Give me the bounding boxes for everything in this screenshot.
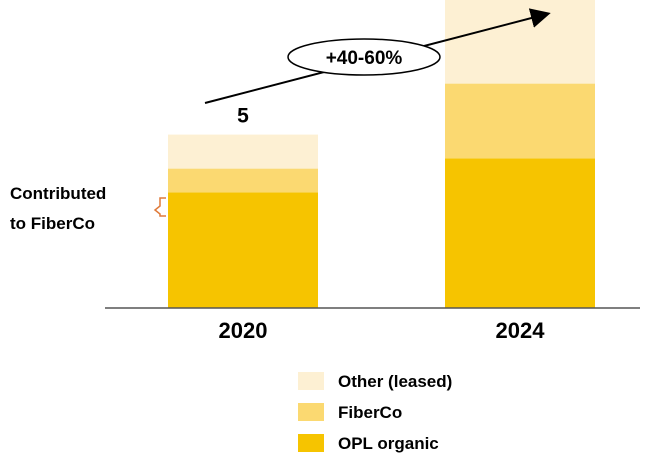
x-tick-label-2020: 2020 <box>219 318 268 343</box>
bar-2024-series-0 <box>445 158 595 308</box>
x-tick-label-2024: 2024 <box>496 318 546 343</box>
bar-2024-series-2 <box>445 0 595 84</box>
legend-label-0: Other (leased) <box>338 372 452 391</box>
growth-ellipse <box>287 38 441 76</box>
annotation-label: Contributed to FiberCo <box>10 184 111 233</box>
growth-label: +40-60% <box>326 48 403 69</box>
annotation-line-2: to FiberCo <box>10 214 95 233</box>
bars-layer <box>168 0 595 308</box>
legend-swatch-1 <box>298 403 324 421</box>
legend-swatch-0 <box>298 372 324 390</box>
bar-2020-series-2 <box>168 134 318 169</box>
total-label-2020: 5 <box>237 105 249 128</box>
legend-label-2: OPL organic <box>338 434 439 453</box>
totals-layer: 57-8 <box>237 105 249 128</box>
annotation-line-1: Contributed <box>10 184 106 203</box>
x-ticks-layer: 2020 2024 <box>219 318 546 343</box>
legend: Other (leased) FiberCo OPL organic <box>298 372 452 453</box>
legend-swatch-2 <box>298 434 324 452</box>
bar-2020-series-0 <box>168 192 318 308</box>
annotation-bracket <box>153 197 166 217</box>
bar-2024-series-1 <box>445 83 595 159</box>
legend-label-1: FiberCo <box>338 403 402 422</box>
bar-2020-series-1 <box>168 168 318 193</box>
